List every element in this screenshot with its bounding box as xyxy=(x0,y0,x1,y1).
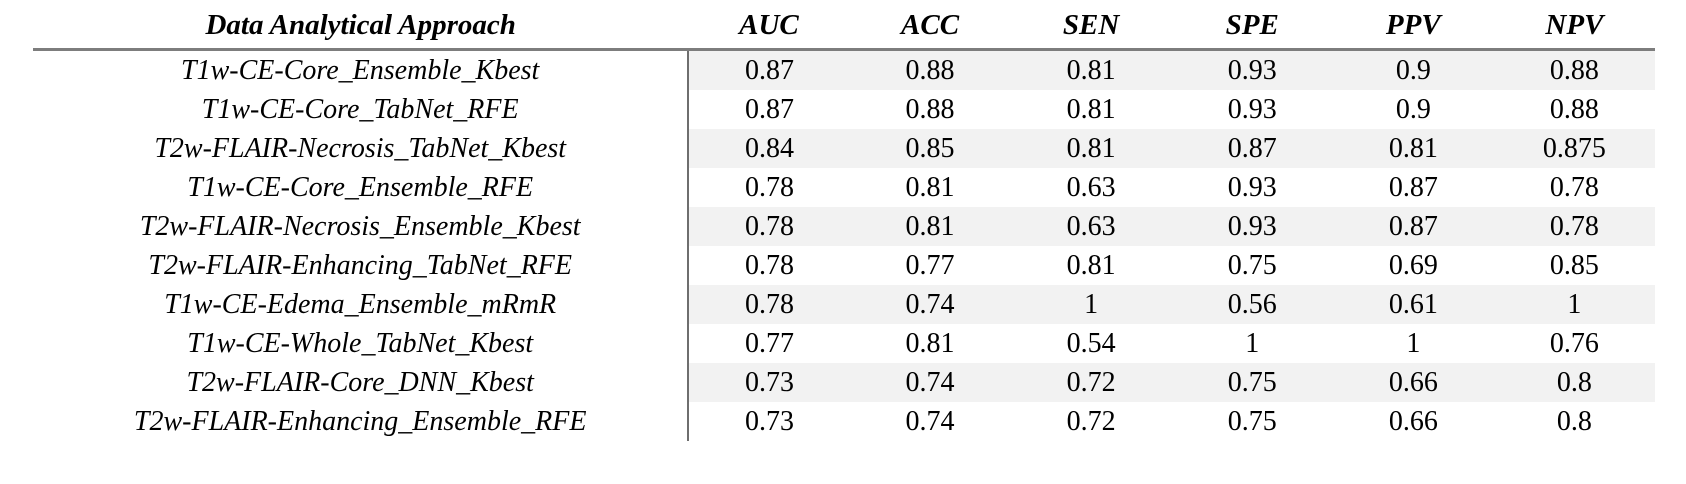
table-row: T2w-FLAIR-Necrosis_TabNet_Kbest 0.84 0.85 0… xyxy=(33,129,1655,168)
metric-cell-ppv: 0.87 xyxy=(1332,207,1494,246)
metric-cell-spe: 0.75 xyxy=(1171,363,1333,402)
metric-cell-sen: 0.54 xyxy=(1066,328,1116,359)
table-header: Data Analytical Approach AUC ACC SEN SPE… xyxy=(33,2,1655,51)
metric-cell-spe: 0.75 xyxy=(1227,406,1277,437)
metric-cell-acc: 0.88 xyxy=(905,94,955,125)
metric-cell-acc: 0.81 xyxy=(849,207,1011,246)
header-row: Data Analytical Approach AUC ACC SEN SPE… xyxy=(33,2,1655,51)
approach-cell: T2w-FLAIR-Necrosis_TabNet_Kbest xyxy=(154,133,567,164)
metric-cell-sen: 0.63 xyxy=(1066,172,1116,203)
table-row: T2w-FLAIR-Enhancing_Ensemble_RFE 0.73 0.74… xyxy=(33,402,1655,441)
header-approach: Data Analytical Approach xyxy=(33,2,689,51)
metric-cell-acc: 0.88 xyxy=(849,49,1011,90)
metric-cell-auc: 0.77 xyxy=(687,324,850,363)
metric-cell-sen: 0.81 xyxy=(1010,49,1172,90)
metric-cell-spe: 0.56 xyxy=(1171,285,1333,324)
metric-cell-auc: 0.87 xyxy=(687,49,850,90)
table-row: T1w-CE-Core_TabNet_RFE 0.87 0.88 0.81 0.93 0.… xyxy=(33,90,1655,129)
approach-cell: T2w-FLAIR-Enhancing_TabNet_RFE xyxy=(148,250,572,281)
header-npv: NPV xyxy=(1493,2,1655,51)
metric-cell-ppv: 0.9 xyxy=(1395,94,1431,125)
metric-cell-spe: 0.93 xyxy=(1171,207,1333,246)
metric-cell-npv: 0.8 xyxy=(1556,406,1592,437)
approach-cell: T2w-FLAIR-Enhancing_Ensemble_RFE xyxy=(133,406,587,437)
metric-cell-npv: 0.78 xyxy=(1549,172,1599,203)
metric-cell-sen: 0.81 xyxy=(1066,250,1116,281)
metric-cell-npv: 0.875 xyxy=(1493,129,1655,168)
metric-cell-auc: 0.84 xyxy=(687,129,850,168)
header-spe: SPE xyxy=(1171,2,1333,51)
table-body: T1w-CE-Core_Ensemble_Kbest 0.87 0.88 0.81 0.… xyxy=(33,49,1655,441)
header-ppv: PPV xyxy=(1332,2,1494,51)
table-row: T2w-FLAIR-Core_DNN_Kbest 0.73 0.74 0.72 0.75… xyxy=(33,363,1655,402)
metric-cell-ppv: 0.81 xyxy=(1332,129,1494,168)
metric-cell-auc: 0.87 xyxy=(687,90,850,129)
metric-cell-auc: 0.78 xyxy=(687,246,850,285)
metric-cell-acc: 0.74 xyxy=(905,406,955,437)
header-acc: ACC xyxy=(849,2,1011,51)
metric-cell-ppv: 0.69 xyxy=(1388,250,1438,281)
metric-cell-acc: 0.85 xyxy=(849,129,1011,168)
approach-cell: T1w-CE-Core_Ensemble_RFE xyxy=(187,172,534,203)
metric-cell-sen: 0.72 xyxy=(1066,406,1116,437)
metric-cell-sen: 0.72 xyxy=(1010,363,1172,402)
metric-cell-npv: 0.88 xyxy=(1493,49,1655,90)
metric-cell-ppv: 0.87 xyxy=(1388,172,1438,203)
metric-cell-ppv: 0.9 xyxy=(1332,49,1494,90)
metric-cell-npv: 1 xyxy=(1493,285,1655,324)
approach-cell: T1w-CE-Core_TabNet_RFE xyxy=(201,94,519,125)
metric-cell-npv: 0.76 xyxy=(1549,328,1599,359)
approach-cell: T1w-CE-Edema_Ensemble_mRmR xyxy=(164,289,557,320)
metric-cell-sen: 0.63 xyxy=(1010,207,1172,246)
metric-cell-auc: 0.78 xyxy=(687,207,850,246)
table-row: T2w-FLAIR-Necrosis_Ensemble_Kbest 0.78 0.8… xyxy=(33,207,1655,246)
metric-cell-acc: 0.74 xyxy=(849,363,1011,402)
metric-cell-acc: 0.74 xyxy=(849,285,1011,324)
table-row: T1w-CE-Edema_Ensemble_mRmR 0.78 0.74 1 0.56 0… xyxy=(33,285,1655,324)
metric-cell-sen: 0.81 xyxy=(1010,129,1172,168)
table-row: T1w-CE-Core_Ensemble_Kbest 0.87 0.88 0.81 0.… xyxy=(33,49,1655,90)
metric-cell-ppv: 0.61 xyxy=(1332,285,1494,324)
approach-cell: T1w-CE-Core_Ensemble_Kbest xyxy=(181,55,540,86)
metric-cell-auc: 0.78 xyxy=(687,168,850,207)
metric-cell-auc: 0.78 xyxy=(687,285,850,324)
table-row: T1w-CE-Core_Ensemble_RFE 0.78 0.81 0.63 0.93… xyxy=(33,168,1655,207)
metric-cell-sen: 0.81 xyxy=(1066,94,1116,125)
approach-cell: T2w-FLAIR-Necrosis_Ensemble_Kbest xyxy=(139,211,581,242)
metric-cell-spe: 0.93 xyxy=(1227,172,1277,203)
metric-cell-spe: 0.75 xyxy=(1227,250,1277,281)
metric-cell-acc: 0.81 xyxy=(905,328,955,359)
metric-cell-spe: 1 xyxy=(1245,328,1260,359)
metric-cell-acc: 0.77 xyxy=(905,250,955,281)
table-row: T1w-CE-Whole_TabNet_Kbest 0.77 0.81 0.54 1 1 0… xyxy=(33,324,1655,363)
metric-cell-sen: 1 xyxy=(1010,285,1172,324)
metric-cell-ppv: 0.66 xyxy=(1388,406,1438,437)
approach-cell: T2w-FLAIR-Core_DNN_Kbest xyxy=(186,367,534,398)
metric-cell-spe: 0.87 xyxy=(1171,129,1333,168)
metric-cell-acc: 0.81 xyxy=(905,172,955,203)
approach-cell: T1w-CE-Whole_TabNet_Kbest xyxy=(187,328,534,359)
metric-cell-spe: 0.93 xyxy=(1227,94,1277,125)
metric-cell-auc: 0.73 xyxy=(687,363,850,402)
metric-cell-npv: 0.78 xyxy=(1493,207,1655,246)
metric-cell-spe: 0.93 xyxy=(1171,49,1333,90)
table-row: T2w-FLAIR-Enhancing_TabNet_RFE 0.78 0.77 0.… xyxy=(33,246,1655,285)
header-sen: SEN xyxy=(1010,2,1172,51)
metric-cell-npv: 0.8 xyxy=(1493,363,1655,402)
metric-cell-auc: 0.73 xyxy=(687,402,850,441)
results-table: Data Analytical Approach AUC ACC SEN SPE… xyxy=(33,2,1655,441)
metric-cell-ppv: 0.66 xyxy=(1332,363,1494,402)
metric-cell-ppv: 1 xyxy=(1406,328,1421,359)
metric-cell-npv: 0.88 xyxy=(1549,94,1599,125)
header-auc: AUC xyxy=(688,2,850,51)
metric-cell-npv: 0.85 xyxy=(1549,250,1599,281)
